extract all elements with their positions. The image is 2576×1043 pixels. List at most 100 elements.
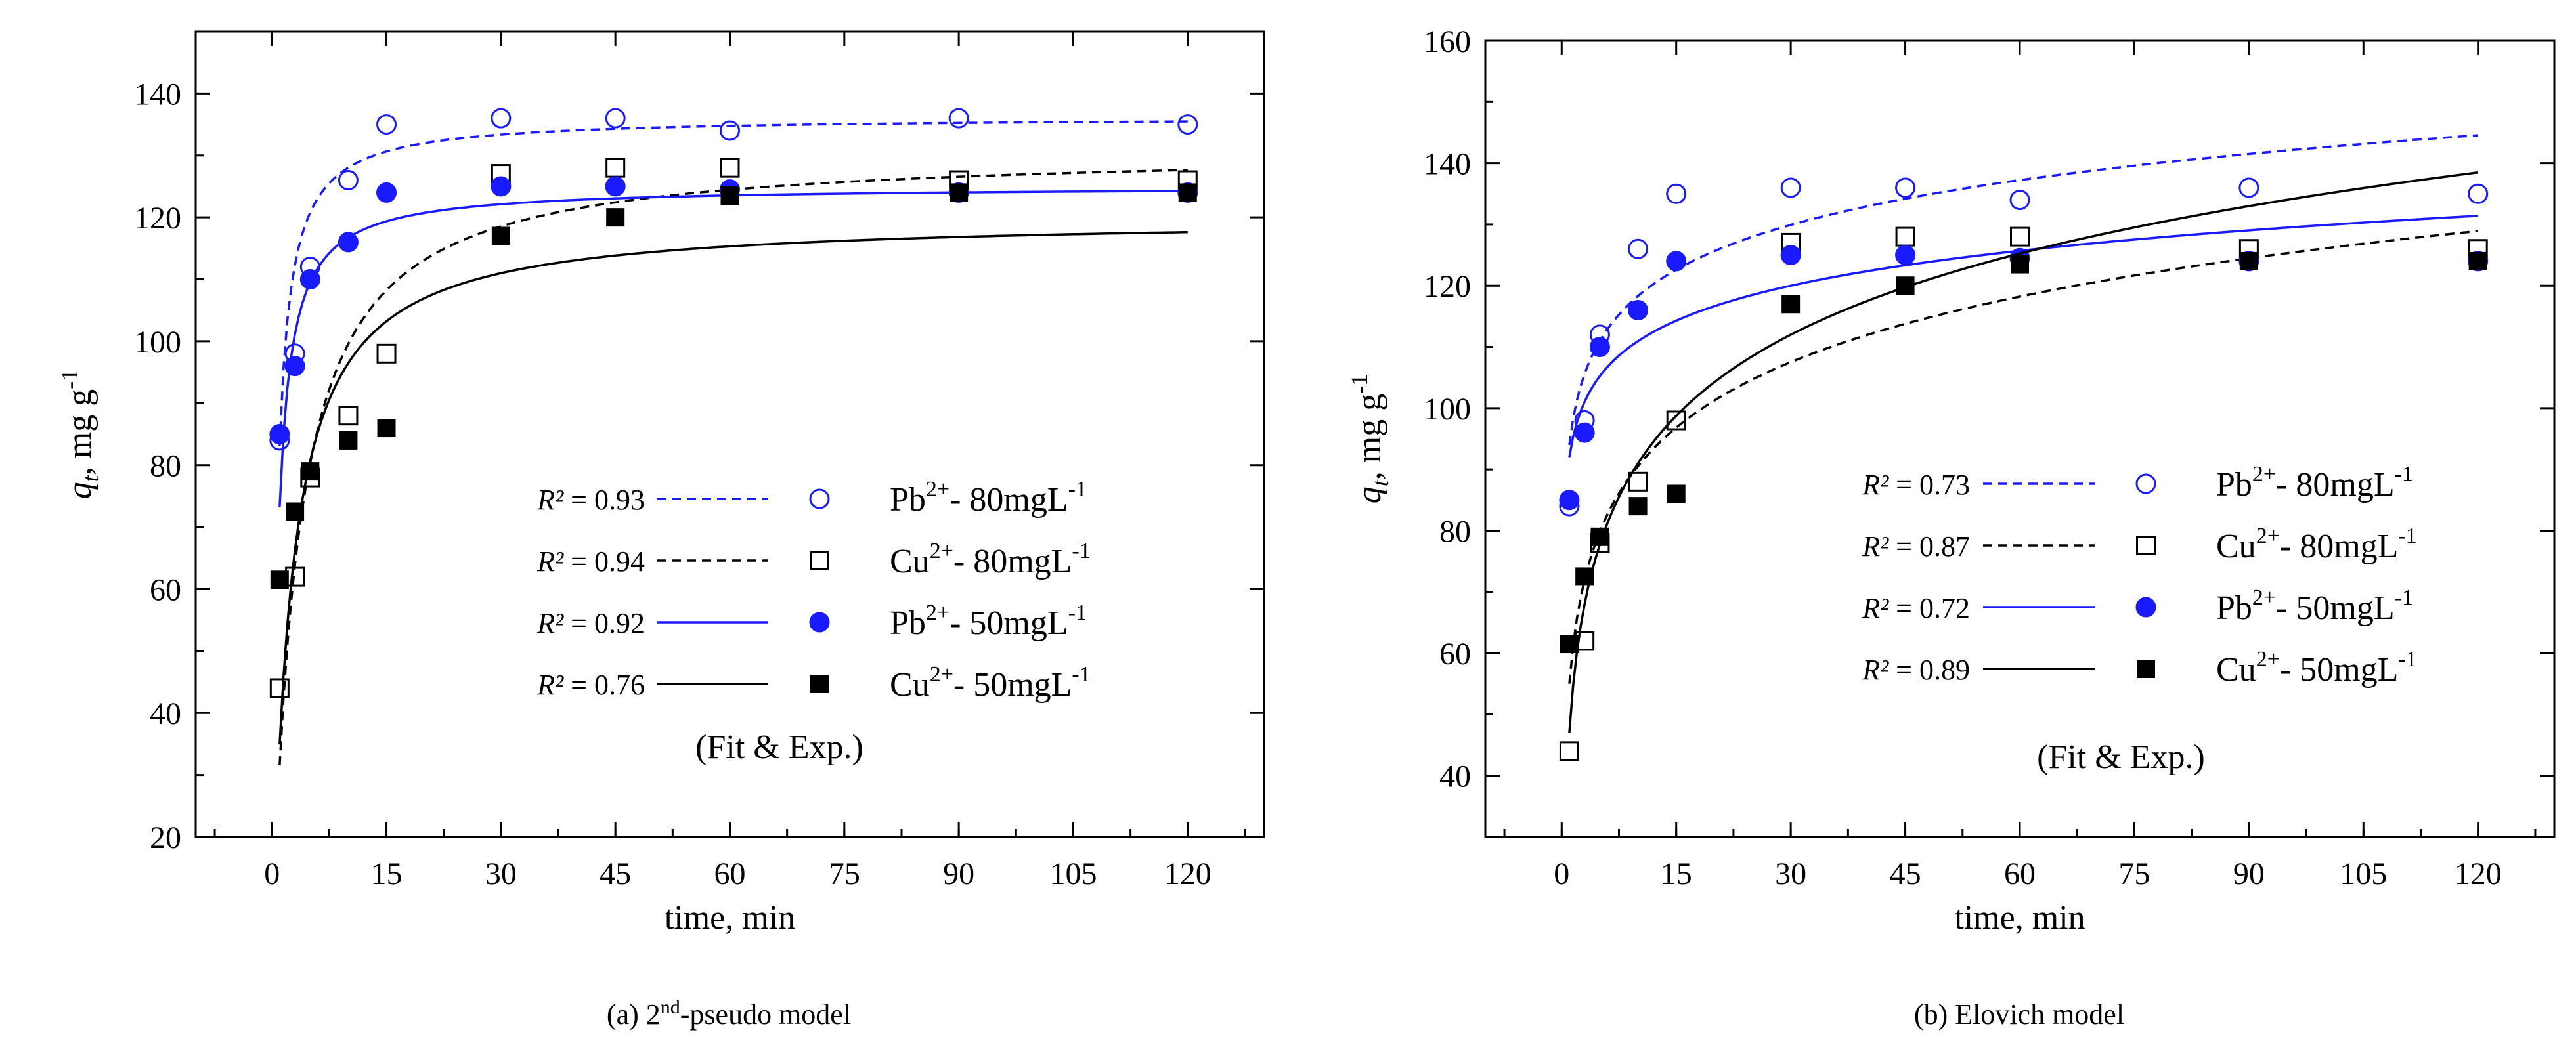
data-point [1780,177,1801,198]
y-tick-label: 140 [1424,147,1471,182]
caption-text: (b) Elovich model [1914,998,2124,1031]
legend-marker [2135,597,2156,618]
legend-r2: R² = 0.73 [1862,469,1970,501]
y-axis-title-symbol: q [61,482,98,499]
legend-r2-value: = 0.92 [563,607,645,639]
legend-r2-value: = 0.89 [1888,654,1970,686]
y-axis-title-superscript: -1 [56,370,83,389]
data-point [2239,251,2258,270]
data-point [2468,183,2489,204]
data-point [1559,490,1580,511]
legend-ion: Cu [2216,651,2256,689]
data-point [2468,251,2487,270]
legend-r2-value: = 0.72 [1888,592,1970,624]
data-point [1628,300,1649,321]
legend-label: Cu2+- 80mgL-1 [2216,524,2417,565]
legend-marker [809,612,830,633]
x-tick-label: 0 [1554,857,1569,891]
x-tick-label: 60 [714,857,746,891]
data-point [376,343,397,364]
x-tick-label: 45 [600,857,631,891]
legend-unit-superscript: -1 [1072,539,1090,563]
data-point [2011,255,2029,274]
chart-panel-b: 0 15 30 45 60 75 90 105 120 40 60 80 100 120 140 160 tim… [1346,24,2556,1031]
x-tick-label: 120 [2455,857,2502,891]
data-point [338,406,359,426]
data-point [377,419,396,438]
y-tick-label: 60 [150,572,181,607]
legend-ion: Pb [2216,466,2252,503]
data-point [1589,337,1610,358]
y-tick-label: 100 [1424,392,1471,427]
legend-ion: Cu [890,666,930,704]
x-tick-label: 90 [943,857,974,891]
y-axis-title-unit: , mg g [61,389,98,475]
legend-r2-symbol: R² [1862,530,1889,563]
data-point [301,462,320,481]
x-tick-label: 105 [2340,857,2387,891]
legend-ion: Pb [2216,589,2252,627]
data-point [1177,114,1198,135]
caption-text: (a) 2 [607,998,661,1031]
legend-label: Cu2+- 50mgL-1 [890,662,1091,704]
x-tick-label: 0 [264,857,280,891]
legend-r2-symbol: R² [1862,654,1889,686]
legend-marker [2135,473,2156,494]
legend-label: Pb2+- 50mgL-1 [890,601,1087,642]
legend-r2-symbol: R² [1862,592,1889,624]
legend-ion: Cu [890,543,930,580]
data-point [1628,238,1649,259]
x-tick-label: 60 [2004,857,2036,891]
x-axis-title: time, min [665,899,795,937]
legend-marker [810,551,829,570]
caption-superscript: nd [661,996,680,1018]
y-tick-label: 160 [1424,24,1471,59]
data-point [1574,422,1595,443]
legend-marker [2137,660,2155,678]
data-point [1559,741,1579,761]
legend-ion: Pb [890,481,926,519]
legend-unit-superscript: -1 [2398,524,2416,548]
data-point [1666,251,1687,272]
legend-note: (Fit & Exp.) [2037,738,2205,776]
legend-concentration: - 80mgL [2280,528,2399,565]
legend-r2-symbol: R² [536,545,564,578]
data-point [269,678,290,698]
fit-curve [278,120,1188,446]
y-tick-label: 40 [1439,759,1471,794]
caption-suffix: -pseudo model [680,998,851,1031]
data-point [605,108,626,129]
legend-concentration: - 80mgL [953,543,1072,580]
chart-panel-a: 0 15 30 45 60 75 90 105 120 20 40 60 80 100 120 140 time… [56,30,1265,1031]
data-point [948,108,969,129]
data-point [605,158,626,178]
series-cu-50 [270,183,1197,745]
legend-r2-value: = 0.76 [563,669,645,701]
legend-ion: Pb [890,605,926,642]
data-point [491,108,512,129]
data-point [1895,245,1916,266]
data-point [720,158,740,178]
data-point [1590,527,1609,546]
data-point [720,120,740,141]
legend-concentration: - 50mgL [950,605,1068,642]
legend-label: Pb2+- 80mgL-1 [2216,462,2413,503]
data-point [491,176,512,197]
y-tick-label: 80 [1439,514,1471,549]
legend-unit-superscript: -1 [2395,585,2413,610]
x-tick-label: 30 [1775,857,1806,891]
legend-ion-charge: 2+ [2256,647,2280,671]
legend-ion-charge: 2+ [930,662,953,687]
data-point [1628,471,1648,492]
data-point [270,570,289,589]
data-point [338,232,359,253]
legend-label: Pb2+- 50mgL-1 [2216,585,2413,627]
y-tick-label: 80 [150,449,181,484]
data-point [2010,226,2030,247]
y-tick-label: 140 [134,77,181,112]
legend-note: (Fit & Exp.) [695,729,863,766]
data-point [1895,226,1915,247]
y-axis-title: qt, mg g-1 [1346,374,1393,503]
fit-curve [1568,230,2478,684]
x-axis-ticks: 0 15 30 45 60 75 90 105 120 [1503,41,2537,891]
